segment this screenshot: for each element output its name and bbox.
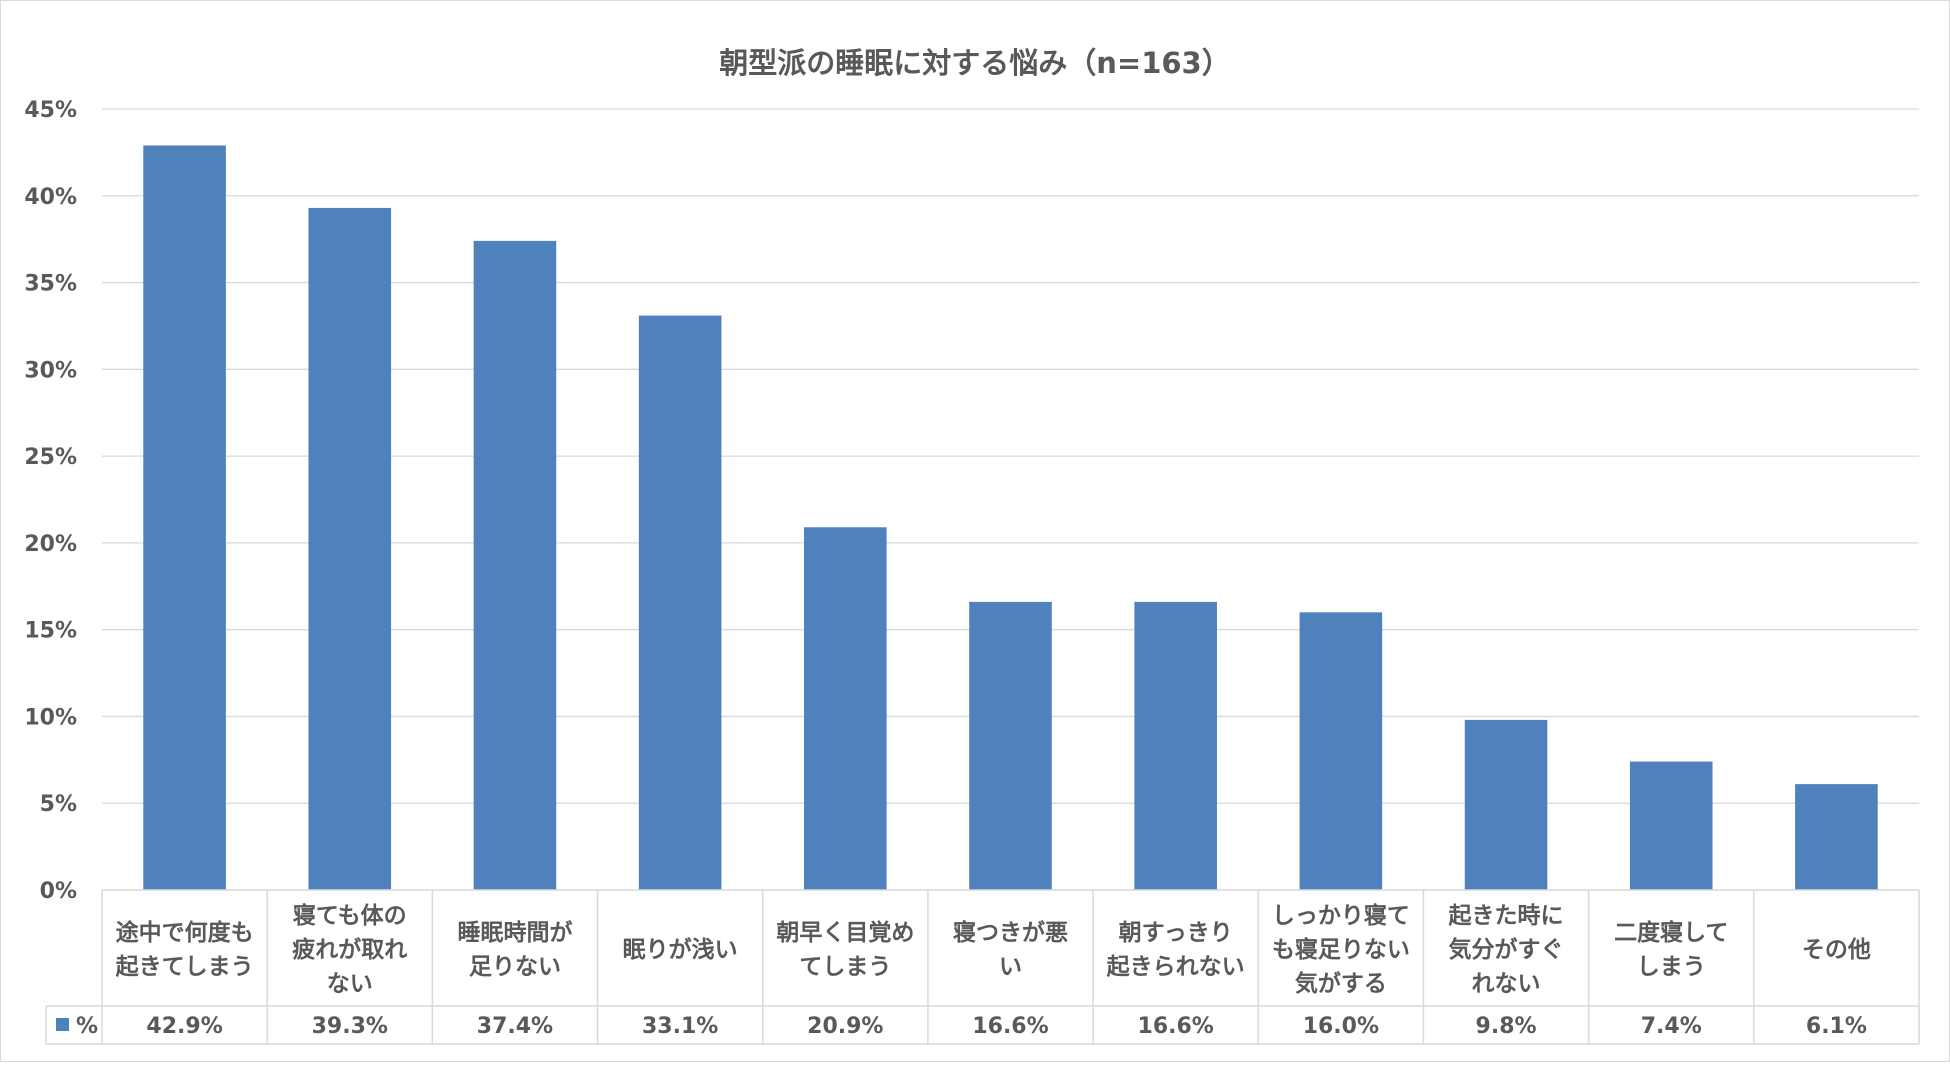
y-tick-label: 20% [24, 532, 77, 557]
category-label: 睡眠時間が足りない [457, 919, 572, 980]
bar [473, 240, 557, 890]
category-label: 朝すっきり起きられない [1107, 920, 1245, 980]
category-label: 朝早く目覚めてしまう [776, 920, 914, 980]
data-label: 20.9% [807, 1014, 883, 1039]
data-label: 33.1% [642, 1014, 718, 1039]
category-label: その他 [1802, 937, 1871, 963]
category-label: 途中で何度も起きてしまう [116, 919, 254, 980]
bar [638, 315, 722, 890]
y-tick-label: 15% [24, 619, 77, 644]
data-label: 9.8% [1476, 1014, 1537, 1039]
data-label: 7.4% [1641, 1014, 1702, 1039]
y-tick-label: 10% [24, 705, 77, 730]
category-label: 寝ても体の疲れが取れない [292, 902, 407, 997]
y-axis: 0% 5% 10% 15% 20% 25% 30% 35% 40% 45% [24, 98, 77, 904]
bar [804, 527, 887, 890]
y-tick-label: 5% [40, 792, 77, 817]
bar [1629, 761, 1713, 890]
bar [969, 601, 1052, 890]
y-tick-label: 35% [24, 272, 77, 297]
y-tick-label: 40% [24, 185, 77, 210]
legend-label: % [76, 1014, 98, 1039]
legend-swatch [56, 1018, 69, 1031]
bar [1299, 612, 1383, 890]
category-label: しっかり寝ても寝足りない気がする [1272, 902, 1410, 997]
data-label: 39.3% [312, 1014, 388, 1039]
bar [143, 145, 226, 891]
y-tick-label: 0% [40, 879, 77, 904]
bar [1134, 601, 1217, 890]
category-label: 二度寝してしまう [1614, 919, 1728, 980]
gridlines [102, 108, 1919, 804]
category-label: 眠りが浅い [623, 936, 738, 963]
bars [143, 145, 1878, 891]
y-tick-label: 30% [24, 358, 77, 383]
data-label: 16.6% [972, 1014, 1048, 1039]
bar [1464, 719, 1548, 890]
data-label: 16.6% [1138, 1014, 1214, 1039]
category-label: 寝つきが悪い [953, 919, 1068, 980]
y-tick-label: 25% [24, 445, 77, 470]
bar [1795, 784, 1878, 890]
data-label: 16.0% [1303, 1014, 1379, 1039]
y-tick-label: 45% [24, 98, 77, 123]
chart-title: 朝型派の睡眠に対する悩み（n=163） [719, 46, 1230, 80]
category-label: 起きた時に気分がすぐれない [1449, 903, 1564, 997]
data-label: 37.4% [477, 1014, 553, 1039]
data-label: 42.9% [146, 1014, 222, 1039]
bar [308, 207, 392, 891]
data-label: 6.1% [1806, 1014, 1867, 1039]
